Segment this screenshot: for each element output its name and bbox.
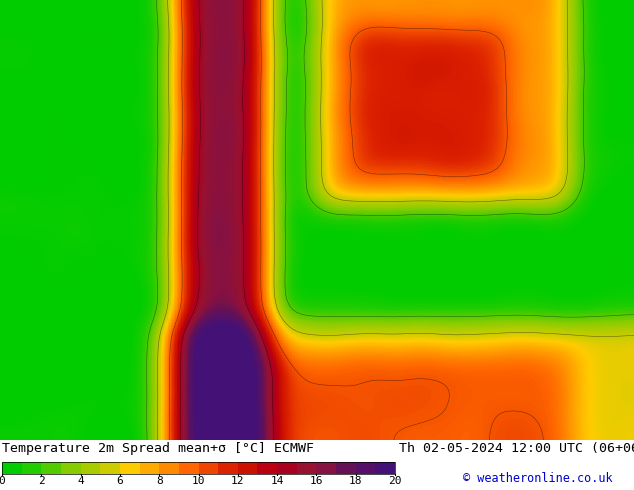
Bar: [356, 462, 376, 474]
Text: 14: 14: [270, 476, 284, 486]
Bar: [238, 462, 258, 474]
Bar: [100, 462, 120, 474]
Bar: [257, 462, 278, 474]
Text: 16: 16: [309, 476, 323, 486]
Text: 2: 2: [38, 476, 44, 486]
Bar: [375, 462, 396, 474]
Bar: [41, 462, 61, 474]
Text: Temperature 2m Spread mean+σ [°C] ECMWF: Temperature 2m Spread mean+σ [°C] ECMWF: [2, 442, 314, 455]
Text: © weatheronline.co.uk: © weatheronline.co.uk: [463, 471, 612, 485]
Bar: [277, 462, 297, 474]
Text: 20: 20: [388, 476, 402, 486]
Bar: [336, 462, 356, 474]
Bar: [218, 462, 238, 474]
Text: 0: 0: [0, 476, 5, 486]
Text: 6: 6: [117, 476, 123, 486]
Bar: [81, 462, 101, 474]
Bar: [22, 462, 42, 474]
Text: 18: 18: [349, 476, 363, 486]
Bar: [159, 462, 179, 474]
Bar: [316, 462, 337, 474]
Bar: [2, 462, 22, 474]
Bar: [297, 462, 317, 474]
Text: Th 02-05-2024 12:00 UTC (06+06): Th 02-05-2024 12:00 UTC (06+06): [399, 442, 634, 455]
Bar: [179, 462, 199, 474]
Text: 4: 4: [77, 476, 84, 486]
Bar: [61, 462, 81, 474]
Bar: [139, 462, 160, 474]
Bar: [198, 462, 219, 474]
Text: 10: 10: [191, 476, 205, 486]
Bar: [2, 462, 395, 474]
Bar: [120, 462, 140, 474]
Text: 12: 12: [231, 476, 245, 486]
Text: 8: 8: [156, 476, 162, 486]
